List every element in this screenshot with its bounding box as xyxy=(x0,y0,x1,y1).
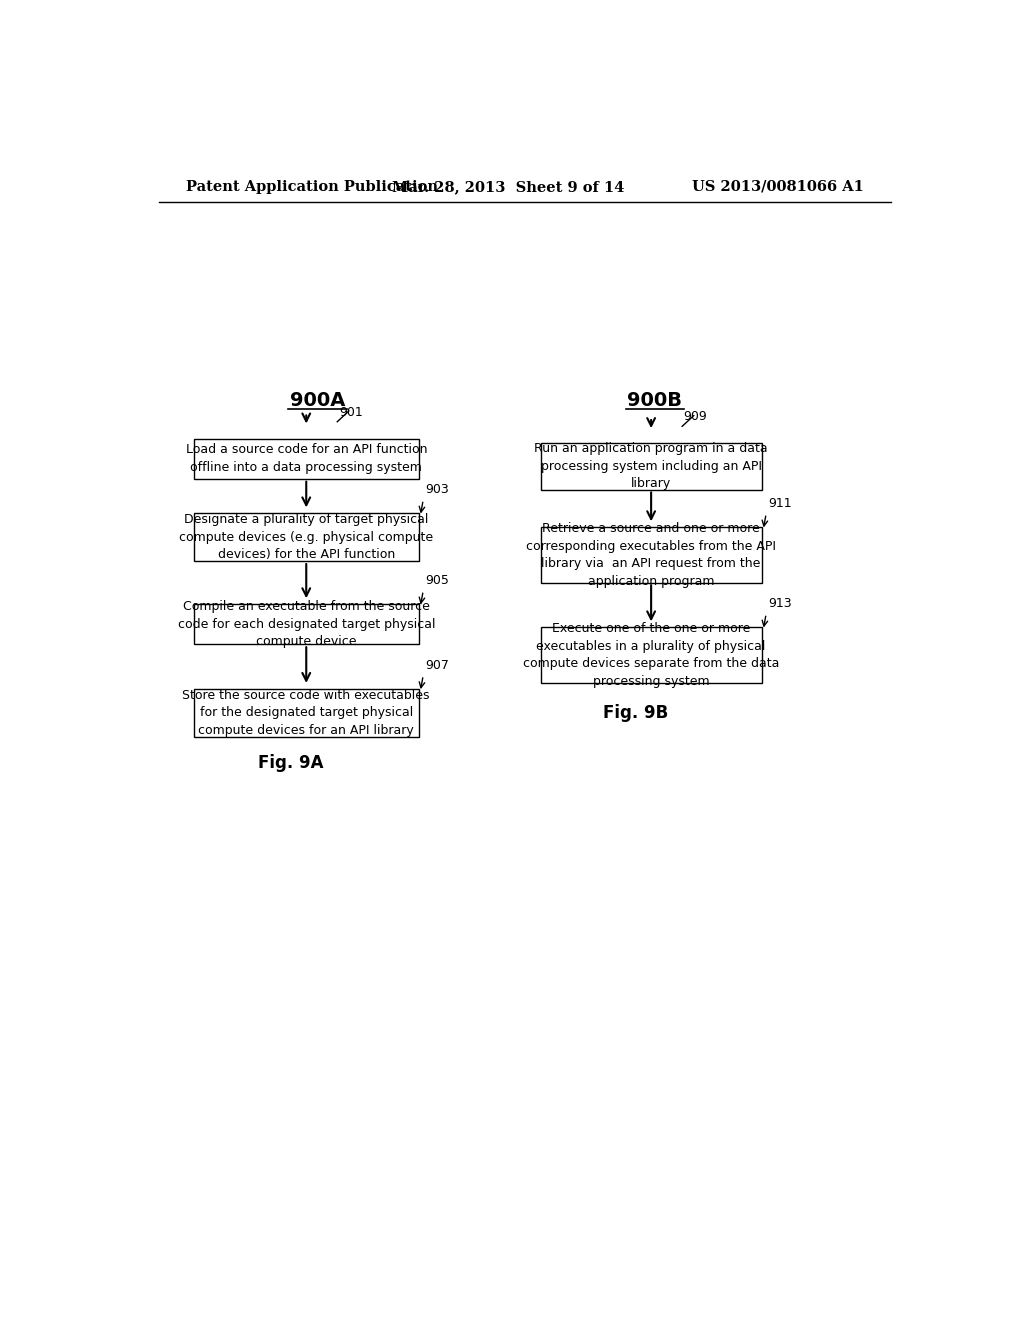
Text: 911: 911 xyxy=(768,498,792,511)
Text: Run an application program in a data
processing system including an API
library: Run an application program in a data pro… xyxy=(535,442,768,491)
Text: 900A: 900A xyxy=(290,392,345,411)
Text: Store the source code with executables
for the designated target physical
comput: Store the source code with executables f… xyxy=(182,689,430,737)
Text: US 2013/0081066 A1: US 2013/0081066 A1 xyxy=(692,180,864,194)
Text: 903: 903 xyxy=(425,483,449,496)
Bar xyxy=(541,444,762,490)
Text: 913: 913 xyxy=(768,598,792,610)
Text: Load a source code for an API function
offline into a data processing system: Load a source code for an API function o… xyxy=(185,444,427,474)
Bar xyxy=(194,689,419,737)
Text: Compile an executable from the source
code for each designated target physical
c: Compile an executable from the source co… xyxy=(177,601,435,648)
Bar xyxy=(194,513,419,561)
Text: Patent Application Publication: Patent Application Publication xyxy=(186,180,438,194)
Text: Mar. 28, 2013  Sheet 9 of 14: Mar. 28, 2013 Sheet 9 of 14 xyxy=(391,180,624,194)
Text: 900B: 900B xyxy=(628,392,683,411)
Text: Fig. 9B: Fig. 9B xyxy=(603,704,669,722)
Text: Execute one of the one or more
executables in a plurality of physical
compute de: Execute one of the one or more executabl… xyxy=(523,622,779,688)
Text: 909: 909 xyxy=(684,411,708,424)
Text: 907: 907 xyxy=(425,659,449,672)
Bar xyxy=(541,527,762,582)
Bar xyxy=(194,605,419,644)
Text: 901: 901 xyxy=(339,405,362,418)
Text: 905: 905 xyxy=(425,574,449,587)
Bar xyxy=(541,627,762,682)
Text: Designate a plurality of target physical
compute devices (e.g. physical compute
: Designate a plurality of target physical… xyxy=(179,513,433,561)
Text: Retrieve a source and one or more
corresponding executables from the API
library: Retrieve a source and one or more corres… xyxy=(526,523,776,587)
Text: Fig. 9A: Fig. 9A xyxy=(258,754,324,772)
Bar xyxy=(194,438,419,479)
